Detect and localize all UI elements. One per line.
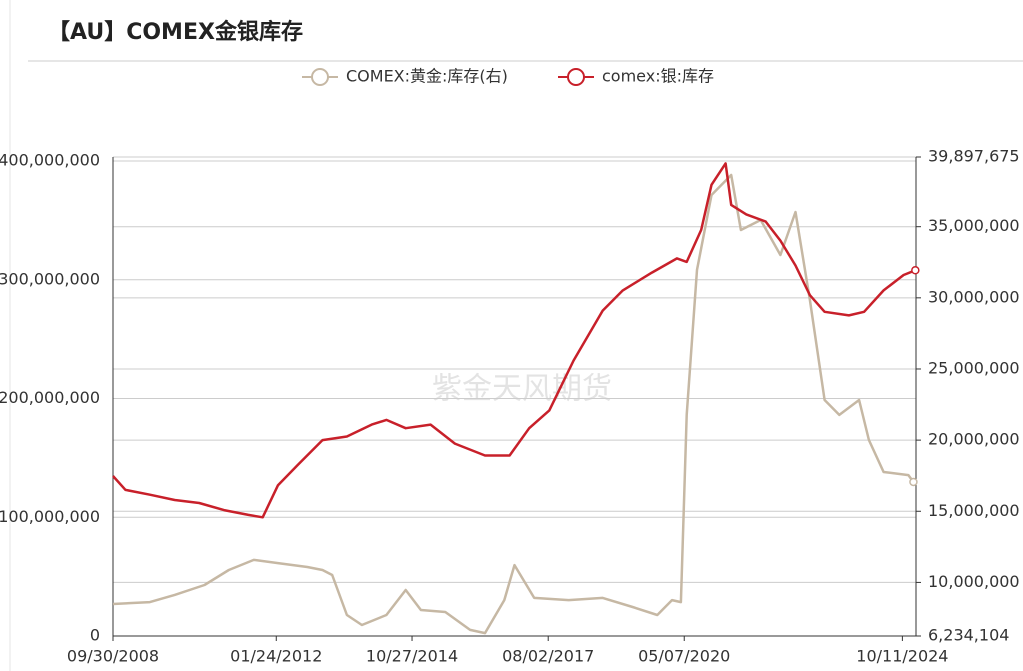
y2-tick-label: 30,000,000 [928,287,1020,306]
x-tick-label: 01/24/2012 [230,647,322,666]
legend-label: COMEX:黄金:库存(右) [346,67,508,86]
series-line [112,173,915,635]
x-tick-label: 10/11/2024 [856,647,948,666]
watermark: 紫金天风期货 [432,372,612,407]
y-tick-label: 200,000,000 [0,388,100,407]
series-line [112,162,916,519]
y2-tick-label: 20,000,000 [928,430,1020,449]
y2-tick-label: 25,000,000 [928,358,1020,377]
end-marker [911,266,920,275]
y2-tick-label: 35,000,000 [928,216,1020,235]
y-tick-label: 300,000,000 [0,269,100,288]
y2-tick-label: 15,000,000 [928,501,1020,520]
x-tick-label: 10/27/2014 [366,647,458,666]
legend-marker [567,68,585,86]
y-tick-label: 100,000,000 [0,507,100,526]
x-tick-label: 08/02/2017 [502,647,594,666]
x-tick-label: 09/30/2008 [67,647,159,666]
x-tick-label: 05/07/2020 [638,647,730,666]
y2-tick-label: 6,234,104 [928,626,1009,645]
end-marker [909,477,918,487]
y2-tick-label: 39,897,675 [928,147,1020,166]
chart-title: 【AU】COMEX金银库存 [48,19,303,45]
y-tick-label: 0 [90,626,100,645]
legend-label: comex:银:库存 [602,67,714,86]
legend-marker [311,68,329,86]
y2-tick-label: 10,000,000 [928,572,1020,591]
y-tick-label: 400,000,000 [0,151,100,170]
